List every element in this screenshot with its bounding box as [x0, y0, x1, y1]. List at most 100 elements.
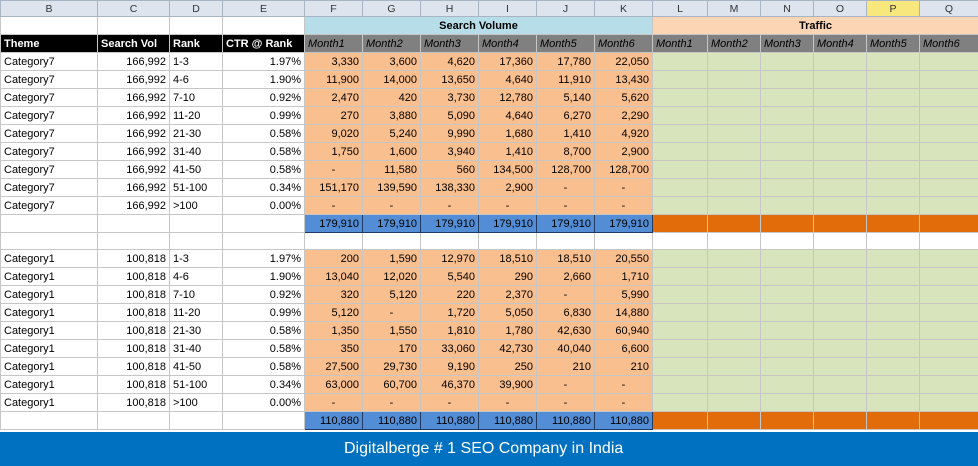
- search-vol-cell[interactable]: 100,818: [97, 267, 170, 286]
- month-value-cell[interactable]: 11,900: [304, 70, 363, 89]
- month-value-cell[interactable]: 11,580: [362, 160, 421, 179]
- rank-cell[interactable]: 11-20: [169, 303, 223, 322]
- month-value-cell[interactable]: 18,510: [478, 249, 537, 268]
- column-header-p[interactable]: P: [866, 0, 920, 17]
- rank-cell[interactable]: 7-10: [169, 285, 223, 304]
- header-theme[interactable]: Theme: [0, 34, 98, 53]
- search-vol-cell[interactable]: 166,992: [97, 160, 170, 179]
- traffic-cell[interactable]: [652, 106, 708, 125]
- empty-cell[interactable]: [478, 232, 537, 250]
- month-value-cell[interactable]: 5,090: [420, 106, 479, 125]
- traffic-cell[interactable]: [813, 70, 867, 89]
- column-header-k[interactable]: K: [594, 0, 653, 17]
- traffic-cell[interactable]: [919, 375, 978, 394]
- header-sv-month[interactable]: Month2: [362, 34, 421, 53]
- traffic-cell[interactable]: [919, 70, 978, 89]
- column-header-c[interactable]: C: [97, 0, 170, 17]
- rank-cell[interactable]: 41-50: [169, 160, 223, 179]
- month-value-cell[interactable]: 2,900: [478, 178, 537, 197]
- ctr-cell[interactable]: 0.00%: [222, 393, 305, 412]
- month-value-cell[interactable]: 2,660: [536, 267, 595, 286]
- empty-cell[interactable]: [222, 411, 305, 430]
- traffic-cell[interactable]: [813, 52, 867, 71]
- theme-cell[interactable]: Category1: [0, 321, 98, 340]
- traffic-cell[interactable]: [866, 70, 920, 89]
- rank-cell[interactable]: 31-40: [169, 339, 223, 358]
- search-vol-cell[interactable]: 100,818: [97, 303, 170, 322]
- month-value-cell[interactable]: 250: [478, 357, 537, 376]
- month-value-cell[interactable]: 17,360: [478, 52, 537, 71]
- traffic-cell[interactable]: [760, 52, 814, 71]
- traffic-cell[interactable]: [813, 249, 867, 268]
- traffic-cell[interactable]: [760, 124, 814, 143]
- column-header-l[interactable]: L: [652, 0, 708, 17]
- traffic-cell[interactable]: [652, 303, 708, 322]
- month-value-cell[interactable]: 560: [420, 160, 479, 179]
- month-value-cell[interactable]: 9,020: [304, 124, 363, 143]
- traffic-cell[interactable]: [813, 178, 867, 197]
- traffic-cell[interactable]: [760, 339, 814, 358]
- search-vol-cell[interactable]: 166,992: [97, 52, 170, 71]
- ctr-cell[interactable]: 0.58%: [222, 339, 305, 358]
- total-cell[interactable]: 179,910: [420, 214, 479, 233]
- traffic-cell[interactable]: [866, 52, 920, 71]
- month-value-cell[interactable]: 3,940: [420, 142, 479, 161]
- month-value-cell[interactable]: 1,750: [304, 142, 363, 161]
- traffic-cell[interactable]: [707, 249, 761, 268]
- traffic-cell[interactable]: [760, 178, 814, 197]
- month-value-cell[interactable]: 1,410: [478, 142, 537, 161]
- theme-cell[interactable]: Category1: [0, 285, 98, 304]
- ctr-cell[interactable]: 0.99%: [222, 106, 305, 125]
- rank-cell[interactable]: 4-6: [169, 267, 223, 286]
- traffic-cell[interactable]: [813, 106, 867, 125]
- empty-cell[interactable]: [222, 232, 305, 250]
- traffic-cell[interactable]: [813, 375, 867, 394]
- column-header-j[interactable]: J: [536, 0, 595, 17]
- traffic-cell[interactable]: [866, 285, 920, 304]
- empty-cell[interactable]: [0, 214, 98, 233]
- traffic-cell[interactable]: [919, 160, 978, 179]
- header-ctr[interactable]: CTR @ Rank: [222, 34, 305, 53]
- traffic-cell[interactable]: [760, 142, 814, 161]
- rank-cell[interactable]: 51-100: [169, 375, 223, 394]
- rank-cell[interactable]: 21-30: [169, 321, 223, 340]
- month-value-cell[interactable]: 29,730: [362, 357, 421, 376]
- month-value-cell[interactable]: 220: [420, 285, 479, 304]
- traffic-cell[interactable]: [866, 196, 920, 215]
- month-value-cell[interactable]: 134,500: [478, 160, 537, 179]
- month-value-cell[interactable]: 60,700: [362, 375, 421, 394]
- empty-cell[interactable]: [536, 232, 595, 250]
- theme-cell[interactable]: Category1: [0, 249, 98, 268]
- traffic-cell[interactable]: [707, 339, 761, 358]
- empty-cell[interactable]: [652, 232, 708, 250]
- traffic-cell[interactable]: [707, 124, 761, 143]
- traffic-cell[interactable]: [919, 124, 978, 143]
- theme-cell[interactable]: Category7: [0, 178, 98, 197]
- month-value-cell[interactable]: 170: [362, 339, 421, 358]
- traffic-cell[interactable]: [707, 52, 761, 71]
- traffic-cell[interactable]: [707, 321, 761, 340]
- ctr-cell[interactable]: 0.99%: [222, 303, 305, 322]
- traffic-cell[interactable]: [919, 178, 978, 197]
- ctr-cell[interactable]: 0.92%: [222, 285, 305, 304]
- traffic-cell[interactable]: [919, 357, 978, 376]
- total-cell[interactable]: 110,880: [362, 411, 421, 430]
- month-value-cell[interactable]: 3,880: [362, 106, 421, 125]
- total-cell[interactable]: 179,910: [594, 214, 653, 233]
- traffic-cell[interactable]: [866, 178, 920, 197]
- month-value-cell[interactable]: 290: [478, 267, 537, 286]
- month-value-cell[interactable]: 2,470: [304, 88, 363, 107]
- ctr-cell[interactable]: 1.97%: [222, 249, 305, 268]
- traffic-cell[interactable]: [813, 339, 867, 358]
- month-value-cell[interactable]: -: [362, 393, 421, 412]
- rank-cell[interactable]: 7-10: [169, 88, 223, 107]
- month-value-cell[interactable]: -: [594, 375, 653, 394]
- traffic-cell[interactable]: [760, 106, 814, 125]
- traffic-cell[interactable]: [760, 267, 814, 286]
- total-cell[interactable]: 179,910: [478, 214, 537, 233]
- month-value-cell[interactable]: -: [304, 393, 363, 412]
- theme-cell[interactable]: Category7: [0, 196, 98, 215]
- traffic-cell[interactable]: [707, 160, 761, 179]
- rank-cell[interactable]: >100: [169, 393, 223, 412]
- empty-cell[interactable]: [304, 232, 363, 250]
